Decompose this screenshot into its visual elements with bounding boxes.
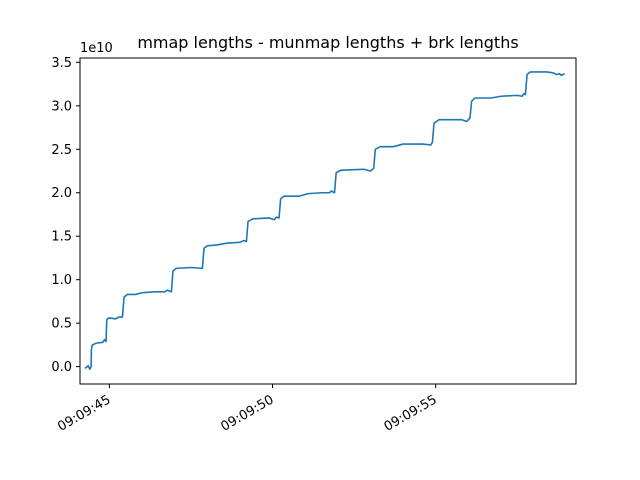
- y-tick-label-1: 0.5: [51, 317, 72, 332]
- y-tick-label-3: 1.5: [51, 230, 72, 245]
- series-line-0: [84, 71, 565, 371]
- plot-frame: [79, 57, 577, 385]
- y-tick-label-7: 3.5: [51, 56, 72, 71]
- y-tick-label-4: 2.0: [51, 186, 72, 201]
- y-tick-label-0: 0.0: [51, 360, 72, 375]
- y-tick-label-2: 1.0: [51, 273, 72, 288]
- y-axis-offset-text: 1e10: [80, 41, 113, 56]
- y-tick-label-5: 2.5: [51, 143, 72, 158]
- chart-title: mmap lengths - munmap lengths + brk leng…: [137, 33, 518, 52]
- plot-area: [84, 71, 565, 371]
- y-tick-label-6: 3.0: [51, 99, 72, 114]
